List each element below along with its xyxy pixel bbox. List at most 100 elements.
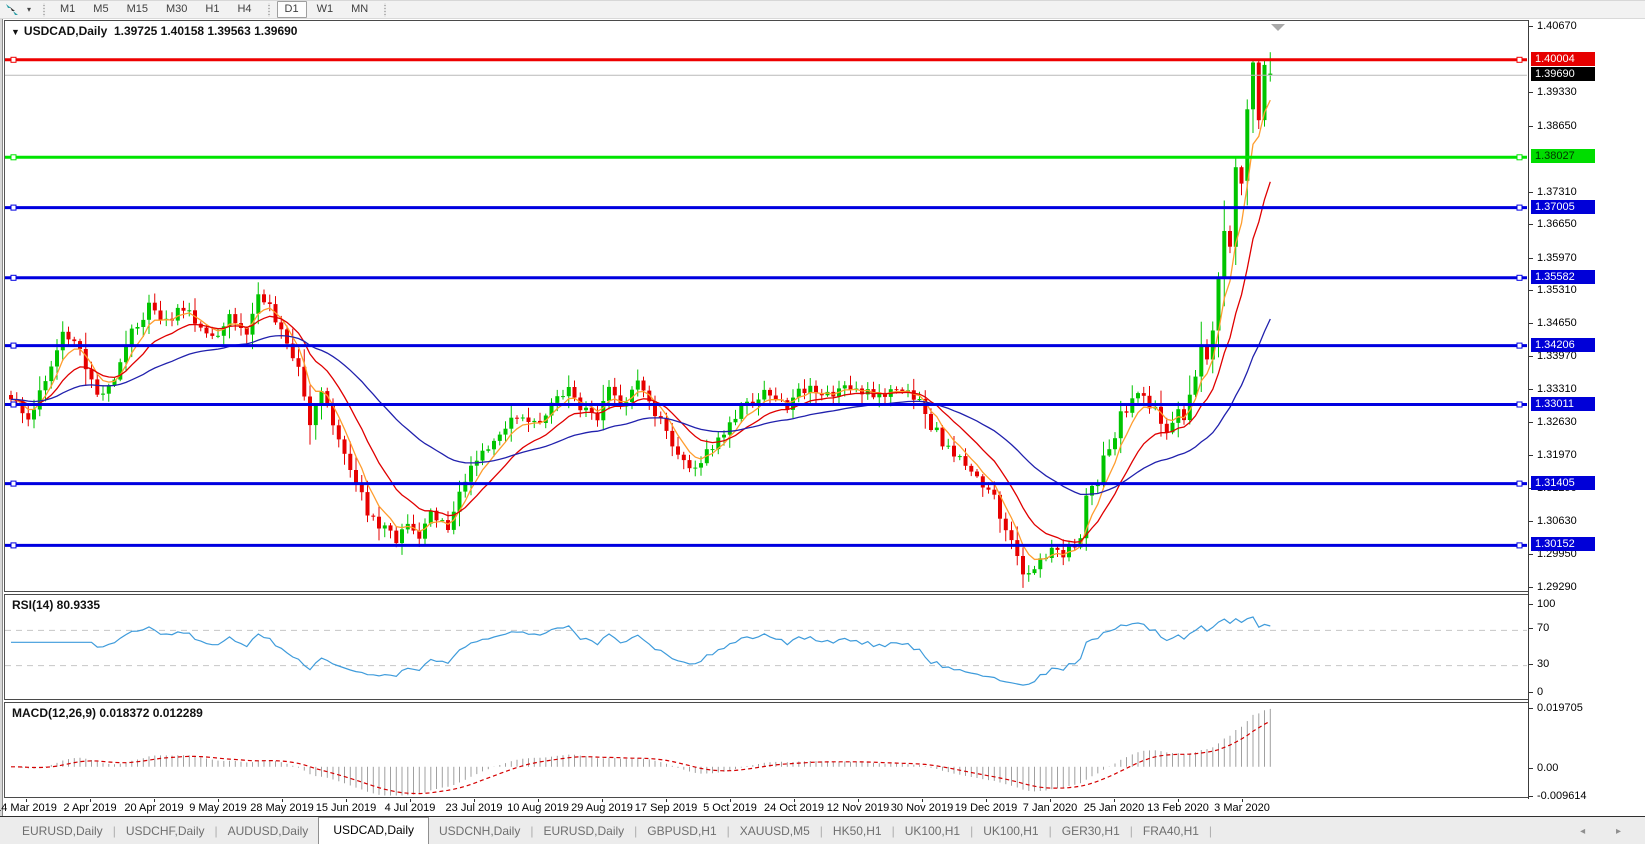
symbol-tab-1[interactable]: USDCHF,Daily	[125, 824, 205, 838]
symbol-tab-11[interactable]: GER30,H1	[1061, 824, 1120, 838]
symbol-tab-8[interactable]: HK50,H1	[832, 824, 882, 838]
date-tick	[794, 799, 795, 802]
date-label: 24 Oct 2019	[764, 802, 824, 814]
toolbar-grip[interactable]	[41, 2, 46, 17]
date-tick	[858, 799, 859, 802]
timeframe-button-mn[interactable]: MN	[351, 3, 369, 15]
timeframe-button-m30[interactable]: M30	[165, 3, 188, 15]
tab-divider: |	[1208, 824, 1213, 838]
timeframe-button-h4[interactable]: H4	[237, 3, 252, 15]
date-label: 25 Jan 2020	[1083, 802, 1145, 814]
date-tick	[154, 799, 155, 802]
date-label: 20 Apr 2019	[124, 802, 184, 814]
date-tick	[1242, 799, 1243, 802]
date-tick	[282, 799, 283, 802]
tabs-holder: EURUSD,Daily | USDCHF,Daily | AUDUSD,Daily US…	[12, 817, 1213, 844]
tab-scroll-arrows[interactable]: ◂ ▸	[1580, 826, 1635, 837]
date-label: 13 Feb 2020	[1147, 802, 1209, 814]
macd-plot[interactable]	[5, 703, 1527, 797]
date-label: 29 Aug 2019	[571, 802, 633, 814]
date-tick	[1050, 799, 1051, 802]
tab-divider: |	[970, 824, 974, 838]
date-label: 3 Mar 2020	[1214, 802, 1270, 814]
timeframe-button-m1[interactable]: M1	[60, 3, 76, 15]
date-tick	[986, 799, 987, 802]
rsi-plot[interactable]	[5, 595, 1527, 699]
date-tick	[1178, 799, 1179, 802]
tab-divider: |	[819, 824, 823, 838]
symbol-tab-5[interactable]: EURUSD,Daily	[543, 824, 625, 838]
date-tick	[922, 799, 923, 802]
price-line-label: 1.40004	[1531, 51, 1595, 66]
price-line-label: 1.38027	[1531, 149, 1595, 164]
date-tick	[474, 799, 475, 802]
symbol-tab-4[interactable]: USDCNH,Daily	[439, 824, 521, 838]
tab-divider: |	[214, 824, 218, 838]
price-line-label: 1.37005	[1531, 199, 1595, 214]
date-label: 14 Mar 2019	[0, 802, 57, 814]
chart-ohlc-values: 1.39725 1.40158 1.39563 1.39690	[113, 24, 298, 38]
timeframe-button-m5[interactable]: M5	[93, 3, 109, 15]
time-axis[interactable]: 14 Mar 2019 2 Apr 2019 20 Apr 2019 9 May 20…	[0, 799, 1528, 815]
toolbar: ▾ M1 M5 M15 M30 H1 H4 D1 W1 MN	[0, 1, 1645, 19]
price-line-label: 1.31405	[1531, 475, 1595, 490]
chart-tools-icon-glyph	[6, 4, 18, 15]
chart-tabbar: EURUSD,Daily | USDCHF,Daily | AUDUSD,Daily US…	[0, 816, 1645, 844]
date-label: 5 Oct 2019	[703, 802, 757, 814]
chart-tools-dropdown-icon[interactable]: ▾	[26, 5, 31, 14]
date-label: 23 Jul 2019	[445, 802, 503, 814]
date-tick	[26, 799, 27, 802]
date-tick	[346, 799, 347, 802]
date-tick	[602, 799, 603, 802]
date-label: 12 Nov 2019	[826, 802, 890, 814]
symbol-tab-3[interactable]: USDCAD,Daily	[318, 817, 429, 844]
date-label: 17 Sep 2019	[634, 802, 698, 814]
tab-divider: |	[112, 824, 116, 838]
date-tick	[218, 799, 219, 802]
price-chart-pane[interactable]: ▼ USDCAD,Daily 1.39725 1.40158 1.39563 1.…	[4, 20, 1528, 592]
price-scale-axis[interactable]: 1.40670 1.39330 1.38650 1.37310 1.36650 1.359…	[1528, 20, 1645, 802]
rsi-pane[interactable]: RSI(14) 80.9335	[4, 594, 1528, 700]
symbol-tab-10[interactable]: UK100,H1	[983, 824, 1039, 838]
date-tick	[730, 799, 731, 802]
macd-label: MACD(12,26,9) 0.018372 0.012289	[12, 706, 203, 720]
toolbar-grip[interactable]	[382, 2, 388, 17]
price-line-label: 1.33011	[1531, 396, 1595, 411]
price-line-label: 1.35582	[1531, 269, 1595, 284]
date-label: 2 Apr 2019	[63, 802, 117, 814]
timeframe-buttons: M1 M5 M15 M30 H1 H4 D1 W1 MN	[51, 1, 392, 18]
symbol-tab-2[interactable]: AUDUSD,Daily	[227, 824, 309, 838]
symbol-tab-12[interactable]: FRA40,H1	[1142, 824, 1199, 838]
chart-tools-icon[interactable]	[2, 2, 22, 18]
toolbar-grip[interactable]	[265, 2, 271, 17]
tab-divider: |	[726, 824, 730, 838]
timeframe-button-h1[interactable]: H1	[205, 3, 220, 15]
date-tick	[538, 799, 539, 802]
window-left-edge	[0, 19, 3, 816]
chart-title-dropdown-icon[interactable]: ▼	[11, 27, 20, 37]
date-label: 9 May 2019	[189, 802, 247, 814]
rsi-label: RSI(14) 80.9335	[12, 598, 101, 612]
timeframe-button-w1[interactable]: W1	[316, 3, 334, 15]
chart-title: ▼ USDCAD,Daily 1.39725 1.40158 1.39563 1.…	[11, 24, 297, 38]
timeframe-button-d1[interactable]: D1	[276, 1, 307, 18]
macd-pane[interactable]: MACD(12,26,9) 0.018372 0.012289	[4, 702, 1528, 798]
chart-symbol-label: USDCAD,Daily	[23, 24, 108, 38]
symbol-tab-0[interactable]: EURUSD,Daily	[22, 824, 103, 838]
price-line-label: 1.34206	[1531, 337, 1595, 352]
timeframe-button-m15[interactable]: M15	[126, 3, 148, 15]
symbol-tab-6[interactable]: GBPUSD,H1	[647, 824, 717, 838]
date-label: 15 Jun 2019	[315, 802, 377, 814]
date-label: 30 Nov 2019	[890, 802, 954, 814]
date-tick	[666, 799, 667, 802]
date-tick	[410, 799, 411, 802]
date-label: 28 May 2019	[250, 802, 314, 814]
date-tick	[90, 799, 91, 802]
candlestick-plot[interactable]	[5, 21, 1527, 591]
tab-divider: |	[891, 824, 895, 838]
symbol-tab-9[interactable]: UK100,H1	[904, 824, 961, 838]
symbol-tab-7[interactable]: XAUUSD,M5	[739, 824, 810, 838]
tab-divider: |	[530, 824, 534, 838]
date-label: 10 Aug 2019	[507, 802, 569, 814]
